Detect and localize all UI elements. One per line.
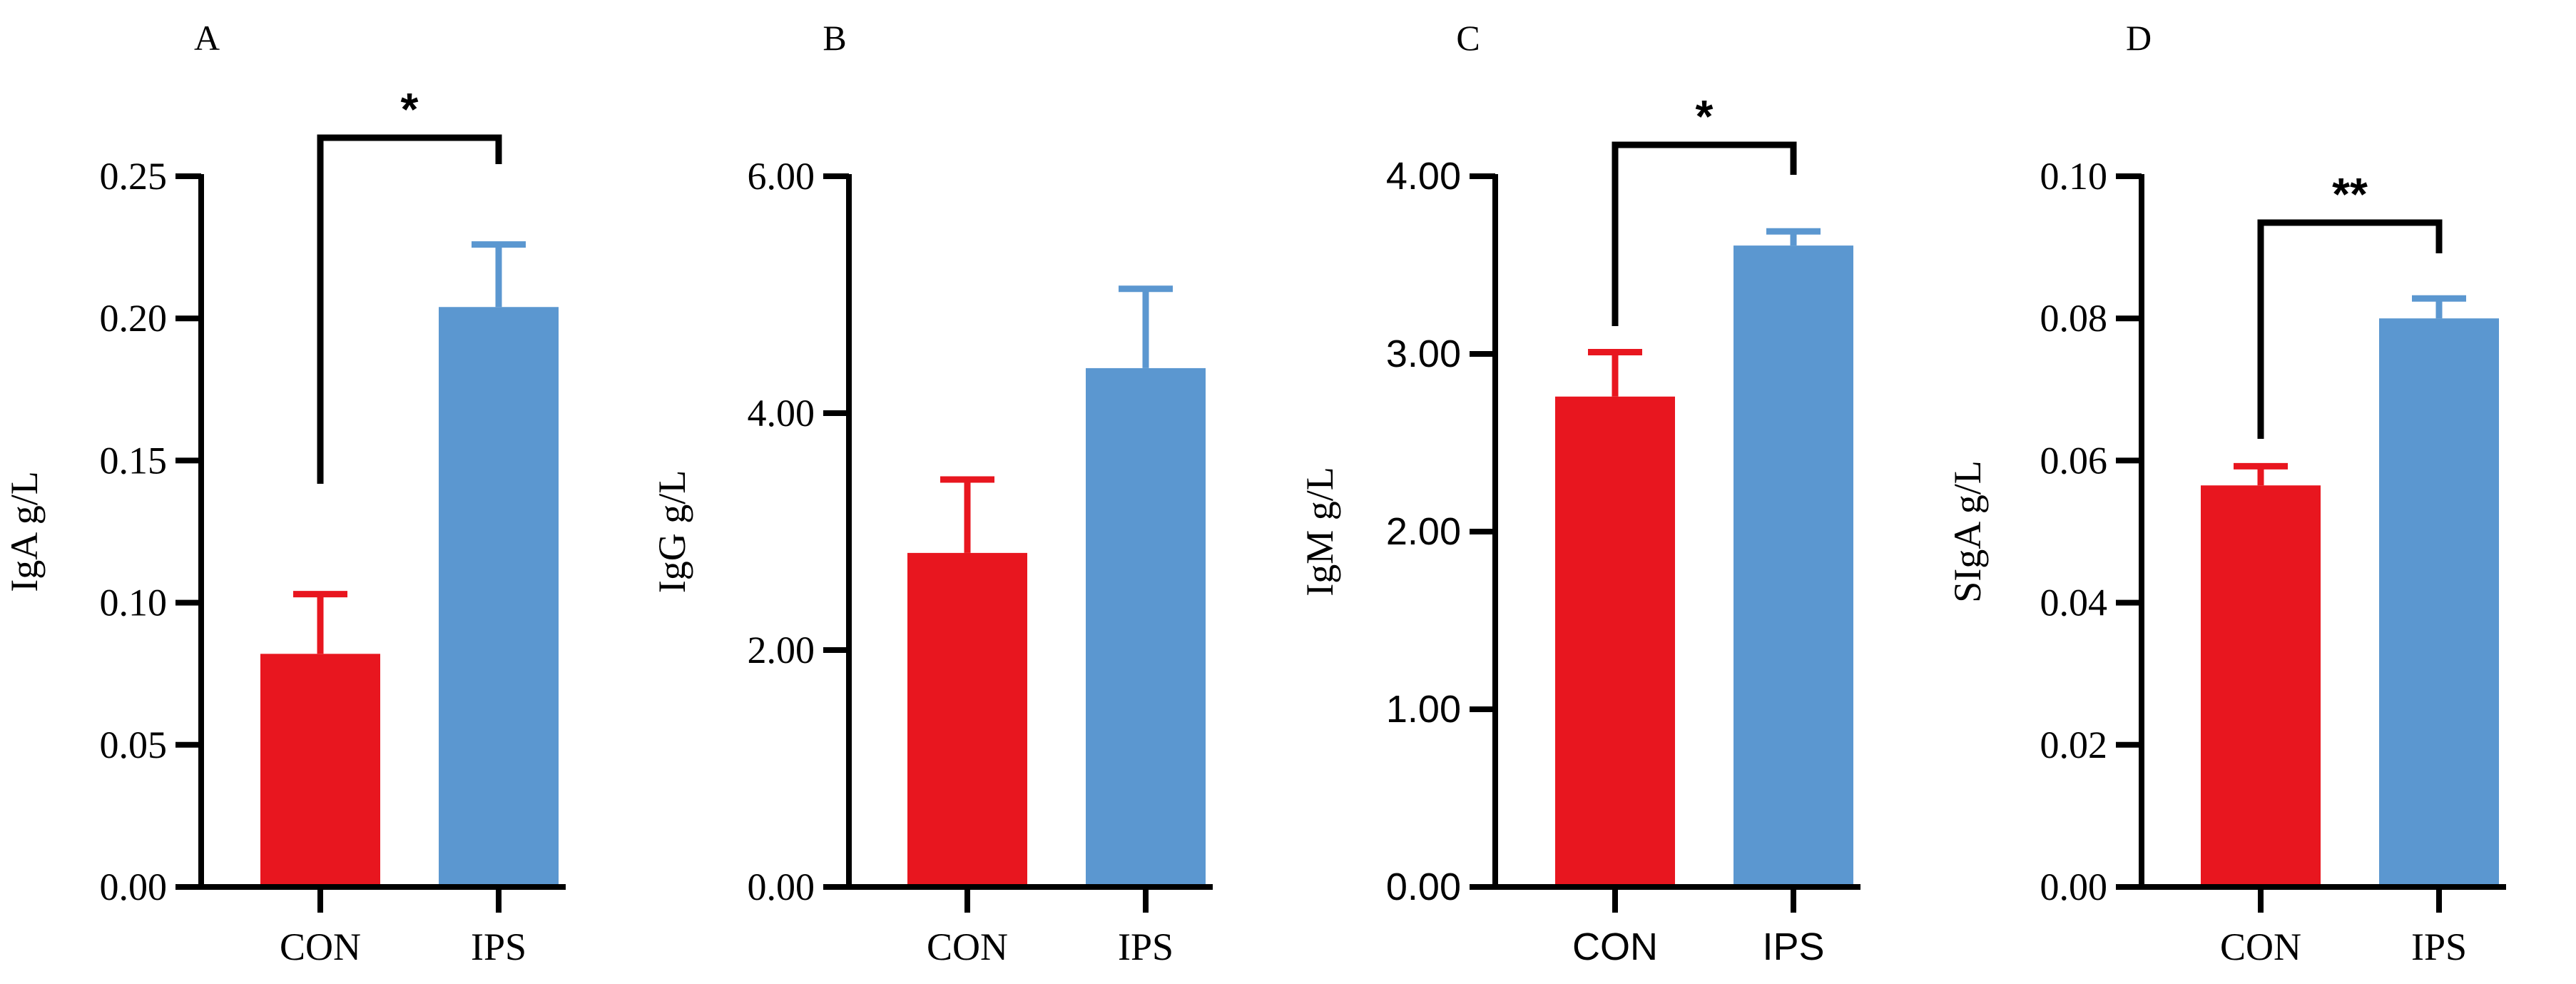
- x-tick-label: IPS: [471, 925, 526, 968]
- panel-label: B: [823, 18, 846, 58]
- significance-bracket: [2257, 219, 2443, 439]
- x-tick-label: IPS: [1118, 925, 1174, 968]
- panel-label: A: [194, 18, 220, 58]
- significance-marker: *: [1696, 91, 1714, 142]
- y-tick-label: 0.04: [2040, 582, 2108, 624]
- y-tick-label: 0.00: [748, 866, 815, 908]
- y-axis-label: IgA g/L: [3, 471, 46, 592]
- significance-marker: *: [401, 83, 419, 135]
- y-tick-label: 2.00: [748, 629, 815, 671]
- y-tick-label: 4.00: [1386, 155, 1461, 198]
- bar-con: [2201, 485, 2321, 887]
- bar-con: [260, 654, 380, 887]
- x-tick-label: CON: [280, 925, 361, 968]
- y-axis-label: IgG g/L: [651, 470, 693, 593]
- y-tick-label: 0.10: [2040, 155, 2108, 198]
- y-tick-label: 2.00: [1386, 510, 1461, 553]
- x-tick-label: CON: [2220, 925, 2301, 968]
- bar-ips: [1086, 367, 1206, 887]
- bar-ips: [439, 307, 559, 887]
- y-tick-label: 0.20: [100, 297, 168, 340]
- x-tick-label: IPS: [1762, 925, 1824, 968]
- y-tick-label: 0.08: [2040, 297, 2108, 340]
- y-tick-label: 4.00: [748, 392, 815, 435]
- y-axis-label: IgM g/L: [1298, 467, 1341, 597]
- y-axis-label: SIgA g/L: [1946, 460, 1989, 603]
- y-tick-label: 0.00: [1386, 866, 1461, 908]
- x-tick-label: IPS: [2411, 925, 2467, 968]
- y-tick-label: 0.00: [100, 866, 168, 908]
- panel-label: C: [1456, 18, 1480, 58]
- y-tick-label: 3.00: [1386, 333, 1461, 375]
- y-tick-label: 0.00: [2040, 866, 2108, 908]
- significance-marker: **: [2332, 168, 2368, 220]
- significance-bracket: [1612, 141, 1797, 326]
- y-tick-label: 0.25: [100, 155, 168, 198]
- significance-bracket: [317, 134, 502, 484]
- bar-ips: [1734, 245, 1853, 887]
- y-tick-label: 0.15: [100, 439, 168, 482]
- bar-con: [907, 552, 1027, 887]
- y-tick-label: 0.02: [2040, 724, 2108, 766]
- y-tick-label: 0.06: [2040, 439, 2108, 482]
- y-tick-label: 0.10: [100, 582, 168, 624]
- panel-label: D: [2126, 18, 2152, 58]
- y-tick-label: 0.05: [100, 724, 168, 766]
- bar-ips: [2379, 318, 2499, 887]
- y-tick-label: 6.00: [748, 155, 815, 198]
- x-tick-label: CON: [1572, 925, 1658, 968]
- y-tick-label: 1.00: [1386, 688, 1461, 731]
- x-tick-label: CON: [927, 925, 1008, 968]
- bar-con: [1555, 396, 1675, 887]
